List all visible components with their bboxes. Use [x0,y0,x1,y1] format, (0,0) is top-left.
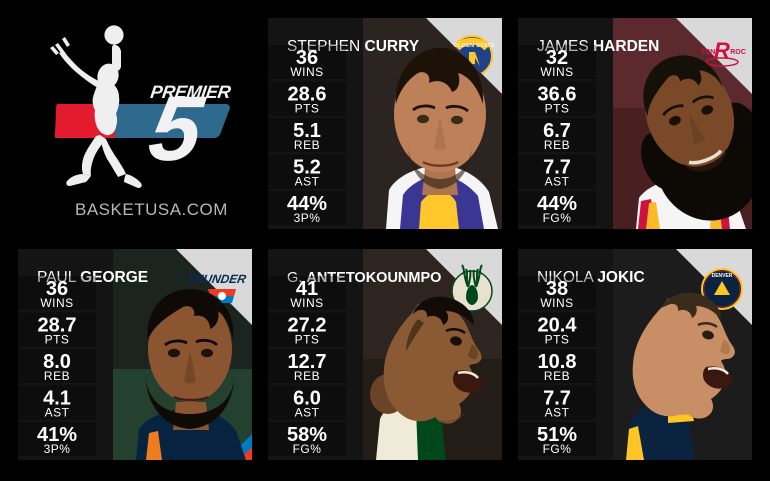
svg-text:TON: TON [701,49,716,56]
svg-text:PTS: PTS [45,333,70,347]
svg-text:ROC: ROC [730,49,746,56]
svg-text:REB: REB [294,138,320,152]
svg-text:PTS: PTS [545,333,570,347]
svg-text:FG%: FG% [543,211,572,225]
svg-text:AST: AST [545,406,570,420]
svg-text:3P%: 3P% [294,211,321,225]
svg-text:WINS: WINS [290,296,323,310]
svg-text:AST: AST [295,406,320,420]
svg-text:REB: REB [544,369,570,383]
svg-text:PTS: PTS [295,102,320,116]
svg-text:AST: AST [295,175,320,189]
svg-text:PTS: PTS [295,333,320,347]
svg-text:AST: AST [545,175,570,189]
svg-text:FG%: FG% [293,442,322,456]
svg-text:FG%: FG% [543,442,572,456]
svg-text:BASKETUSA.COM: BASKETUSA.COM [75,200,228,219]
svg-text:DENVER: DENVER [712,273,733,279]
svg-text:WINS: WINS [540,296,573,310]
svg-text:WINS: WINS [540,65,573,79]
svg-text:R: R [714,38,730,63]
svg-text:WINS: WINS [290,65,323,79]
svg-text:REB: REB [544,138,570,152]
svg-text:PTS: PTS [545,102,570,116]
svg-text:REB: REB [44,369,70,383]
svg-text:3P%: 3P% [44,442,71,456]
svg-text:AST: AST [45,406,70,420]
svg-text:WINS: WINS [40,296,73,310]
svg-text:THUNDER: THUNDER [186,272,247,286]
svg-text:REB: REB [294,369,320,383]
